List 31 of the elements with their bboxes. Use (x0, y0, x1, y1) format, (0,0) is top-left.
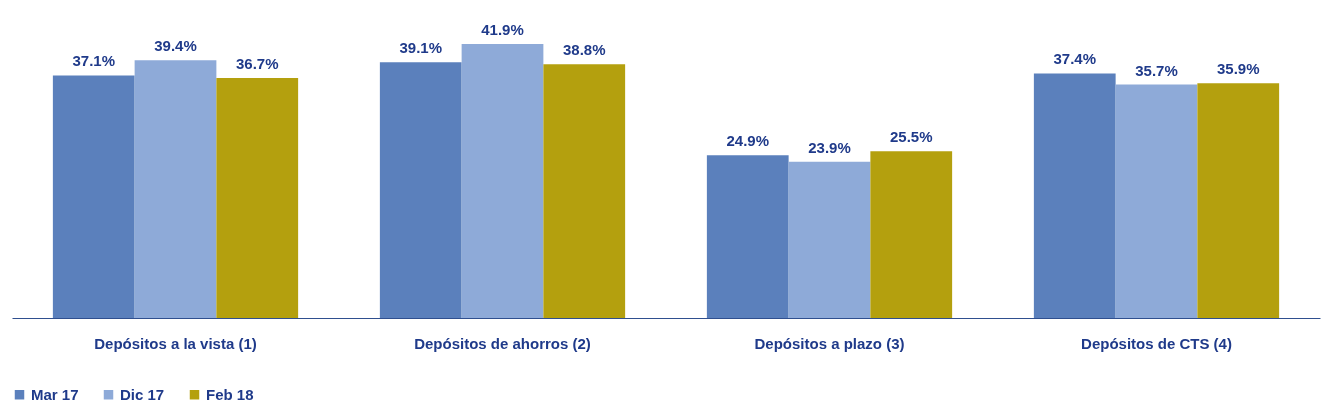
data-label: 37.1% (72, 52, 116, 70)
x-tick-label: Depósitos de CTS (4) (1081, 334, 1232, 352)
x-tick-label: Depósitos a plazo (3) (754, 334, 905, 352)
bar (870, 151, 953, 318)
bar (543, 64, 626, 318)
data-label: 39.1% (399, 39, 443, 57)
data-label: 38.8% (562, 41, 606, 59)
bar (379, 62, 462, 318)
bar (706, 155, 789, 318)
data-label: 41.9% (481, 21, 524, 38)
data-label: 37.4% (1053, 50, 1097, 68)
data-label: 39.4% (154, 37, 197, 55)
data-label: 24.9% (726, 132, 770, 150)
bar (1033, 73, 1116, 318)
bar (788, 161, 871, 318)
bar (52, 75, 135, 318)
x-tick-label: Depósitos a la vista (1) (94, 334, 257, 352)
legend-label: Mar 17 (31, 385, 79, 403)
legend-label: Feb 18 (206, 385, 254, 403)
bar (1197, 83, 1280, 318)
data-label: 35.9% (1216, 60, 1260, 78)
legend-label: Dic 17 (120, 385, 165, 403)
data-label: 23.9% (808, 138, 851, 156)
bar (134, 60, 217, 318)
data-label: 25.5% (889, 128, 933, 146)
data-label: 36.7% (235, 55, 279, 72)
bar (461, 44, 544, 318)
bar (216, 78, 299, 318)
data-label: 35.7% (1135, 61, 1178, 79)
x-tick-label: Depósitos de ahorros (2) (414, 334, 591, 352)
bar (1115, 84, 1198, 318)
